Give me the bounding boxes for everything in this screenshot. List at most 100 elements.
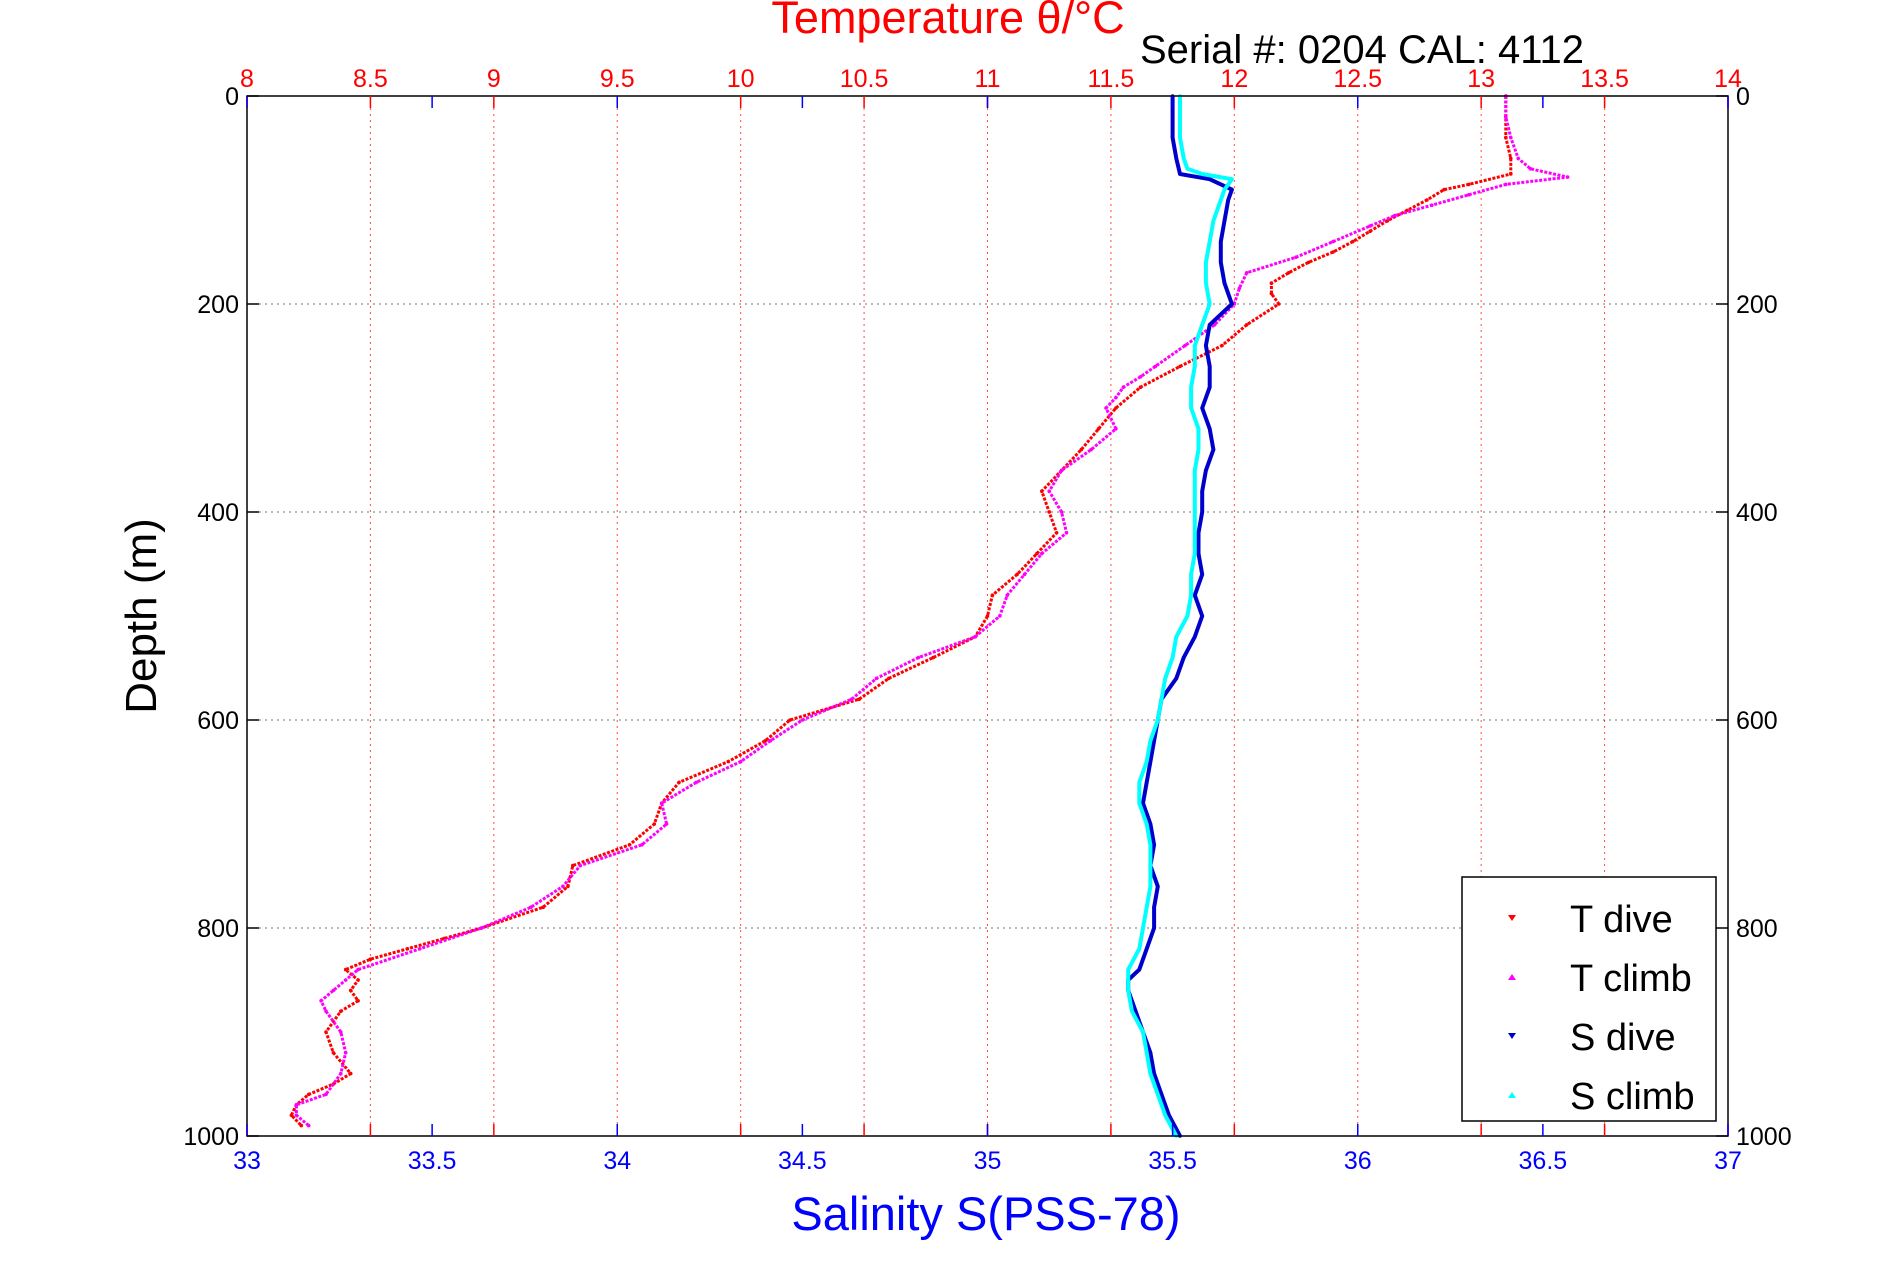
data-point-t-dive <box>1306 260 1311 265</box>
data-point-t-climb <box>343 978 348 982</box>
series-t-dive <box>289 94 1513 1128</box>
legend-box <box>1461 876 1717 1122</box>
data-point-s-dive <box>1196 531 1201 535</box>
data-point-t-dive <box>1138 385 1143 390</box>
tick-label-depth-right: 400 <box>1736 499 1778 527</box>
data-point-t-climb <box>1114 395 1118 400</box>
data-point-s-climb <box>1159 697 1164 701</box>
data-point-t-climb <box>1331 239 1335 244</box>
data-point-t-dive <box>1425 198 1429 202</box>
data-point-s-climb <box>1193 468 1197 473</box>
data-point-s-climb <box>1144 822 1149 826</box>
data-point-s-climb <box>1156 1092 1160 1097</box>
data-point-s-dive <box>1152 905 1156 909</box>
tick-label-depth-right: 0 <box>1736 83 1750 111</box>
data-point-t-climb <box>1212 323 1217 327</box>
legend-label-s-climb: S climb <box>1570 1076 1695 1118</box>
data-point-s-dive <box>1148 759 1153 764</box>
tick-label-temperature: 12.5 <box>1333 65 1382 93</box>
data-point-t-dive <box>1244 323 1249 327</box>
data-point-t-dive <box>1269 281 1274 286</box>
data-point-t-climb <box>1138 375 1143 379</box>
data-point-t-climb <box>294 1113 299 1117</box>
legend-marker-t-climb <box>1508 974 1516 980</box>
tick-label-salinity: 37 <box>1714 1147 1742 1175</box>
data-point-t-dive <box>763 739 768 743</box>
data-point-t-climb <box>1183 343 1187 348</box>
data-point-s-climb <box>1222 187 1227 192</box>
data-point-s-climb <box>1141 926 1145 930</box>
legend-markers <box>1508 915 1516 1098</box>
data-point-s-dive <box>1144 947 1149 951</box>
data-point-s-climb <box>1130 1009 1134 1013</box>
data-point-s-climb <box>1200 172 1204 176</box>
data-point-t-dive <box>299 1123 304 1128</box>
data-point-s-climb <box>1189 572 1193 577</box>
data-point-t-climb <box>1504 182 1508 187</box>
data-point-t-climb <box>1509 135 1513 140</box>
tick-label-salinity: 34 <box>603 1147 631 1175</box>
data-point-t-dive <box>1277 302 1281 306</box>
data-point-t-climb <box>1430 203 1434 207</box>
data-point-t-dive <box>931 655 935 660</box>
data-point-s-dive <box>1156 884 1160 889</box>
series-line-s-dive <box>1126 96 1234 1137</box>
data-point-t-climb <box>1104 406 1108 410</box>
data-point-t-dive <box>1047 510 1051 514</box>
series-t-climb <box>294 94 1570 1128</box>
data-point-s-dive <box>1207 177 1212 181</box>
data-point-t-dive <box>627 843 632 847</box>
data-point-t-climb <box>331 988 336 993</box>
legend-marker-s-dive <box>1508 1033 1516 1039</box>
data-point-t-dive <box>726 759 731 764</box>
data-point-s-climb <box>1196 427 1201 431</box>
data-point-t-climb <box>294 1103 299 1107</box>
data-point-t-dive <box>343 967 348 972</box>
tick-label-depth-right: 800 <box>1736 915 1778 943</box>
data-point-t-climb <box>800 718 805 722</box>
data-point-t-dive <box>1269 291 1274 296</box>
data-point-t-climb <box>1565 175 1570 179</box>
data-point-t-climb <box>1368 224 1372 228</box>
series-line-t-dive <box>289 96 1513 1127</box>
data-point-t-climb <box>1059 468 1064 473</box>
series-layer <box>289 94 1570 1138</box>
data-point-t-climb <box>1467 193 1471 197</box>
data-point-s-climb <box>1193 489 1197 494</box>
tick-label-salinity: 33.5 <box>408 1147 457 1175</box>
data-point-t-climb <box>1393 213 1397 218</box>
data-point-t-climb <box>1022 572 1027 577</box>
data-point-t-climb <box>324 1009 328 1013</box>
data-point-s-dive <box>1222 219 1227 223</box>
data-point-t-dive <box>1015 572 1019 577</box>
data-point-s-climb <box>1137 801 1142 805</box>
data-point-s-dive <box>1207 323 1212 327</box>
data-point-s-climb <box>1193 364 1197 369</box>
data-point-t-climb <box>418 947 422 951</box>
data-point-s-climb <box>1178 135 1182 140</box>
data-point-s-dive <box>1152 926 1156 930</box>
data-point-s-dive <box>1170 115 1175 119</box>
data-point-s-dive <box>1196 551 1201 556</box>
data-point-s-climb <box>1170 655 1175 660</box>
data-point-s-dive <box>1141 801 1145 805</box>
data-point-t-climb <box>1504 115 1508 119</box>
data-point-s-dive <box>1133 1009 1138 1013</box>
data-point-t-climb <box>1294 255 1298 259</box>
tick-label-temperature: 11 <box>975 65 1001 93</box>
data-point-t-climb <box>343 1051 348 1055</box>
data-point-t-dive <box>990 593 995 597</box>
data-point-t-dive <box>1035 551 1039 556</box>
data-point-s-climb <box>1148 1071 1153 1076</box>
data-point-t-dive <box>324 1030 328 1034</box>
chart-subtitle: Serial #: 0204 CAL: 4112 <box>1140 28 1584 72</box>
legend-marker-t-dive <box>1508 915 1516 921</box>
data-point-t-dive <box>1040 489 1044 494</box>
data-point-t-dive <box>571 863 575 868</box>
data-point-t-climb <box>1237 286 1242 291</box>
tick-label-temperature: 10 <box>727 65 755 93</box>
data-point-s-climb <box>1144 759 1149 764</box>
data-point-t-dive <box>1368 229 1372 233</box>
data-point-s-dive <box>1159 1092 1164 1097</box>
data-point-s-climb <box>1189 593 1193 597</box>
